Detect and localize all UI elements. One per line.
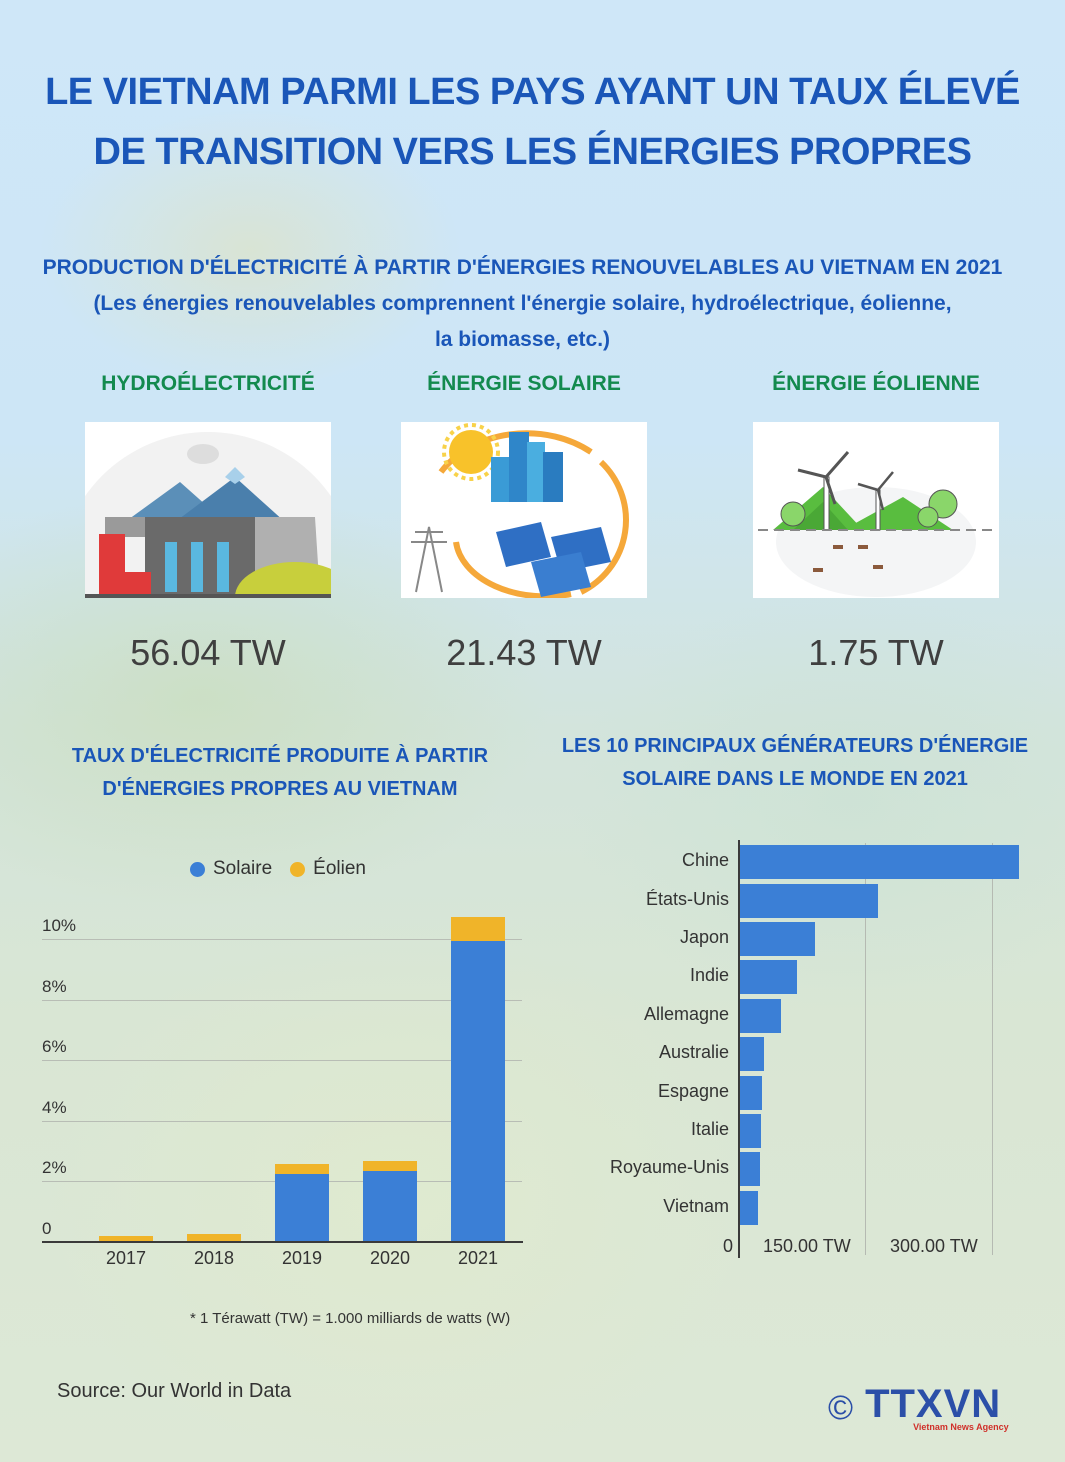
energy-value: 56.04 TW [130, 632, 286, 673]
y-tick-8: 8% [42, 977, 67, 996]
bar-royaume-unis [740, 1152, 760, 1186]
bar-indie [740, 960, 797, 994]
production-note-line1: (Les énergies renouvelables comprennent … [93, 292, 952, 315]
x-axis [42, 1241, 523, 1243]
ttxvn-logo: © TTXVN Vietnam News Agency [828, 1382, 1015, 1434]
legend-wind-label: Éolien [313, 858, 366, 879]
energy-title: ÉNERGIE SOLAIRE [427, 372, 621, 395]
bar-2019-solar [275, 1174, 329, 1242]
x-tick-2020: 2020 [369, 1248, 411, 1268]
country-label: Espagne [657, 1081, 729, 1101]
bar-2019-wind [275, 1164, 329, 1174]
y-axis [738, 840, 740, 1258]
country-label: Royaume-Unis [609, 1157, 729, 1177]
bar-chine [740, 845, 1019, 879]
y-tick-6: 6% [42, 1037, 67, 1056]
hydro-dam-icon [85, 422, 331, 598]
solar-panel-icon [401, 422, 647, 598]
bar-etats-unis [740, 884, 878, 918]
x-tick-2017: 2017 [105, 1248, 147, 1268]
source-text: Source: Our World in Data [57, 1380, 292, 1402]
bar-2021-wind [451, 917, 505, 941]
legend-solar-swatch [190, 861, 205, 877]
page-title-line2: DE TRANSITION VERS LES ÉNERGIES PROPRES [93, 131, 972, 173]
chart-title-line1: TAUX D'ÉLECTRICITÉ PRODUITE À PARTIR [71, 745, 489, 767]
country-label: Australie [658, 1042, 729, 1062]
energy-value: 21.43 TW [446, 632, 602, 673]
energy-title: HYDROÉLECTRICITÉ [101, 372, 315, 395]
production-note-line2: la biomasse, etc.) [434, 328, 611, 351]
bar-italie [740, 1114, 761, 1148]
wind-turbine-icon [753, 422, 999, 598]
production-title: PRODUCTION D'ÉLECTRICITÉ À PARTIR D'ÉNER… [42, 256, 1003, 279]
bar-allemagne [740, 999, 781, 1033]
bar-2020-solar [363, 1171, 417, 1242]
energy-title: ÉNERGIE ÉOLIENNE [772, 372, 980, 395]
chart-title-line1: LES 10 PRINCIPAUX GÉNÉRATEURS D'ÉNERGIE [561, 735, 1029, 757]
x-tick-150: 150.00 TW [763, 1236, 851, 1256]
x-tick-2021: 2021 [457, 1248, 499, 1268]
country-label: Japon [679, 927, 729, 947]
gridline [42, 939, 522, 940]
top10-solar-chart-title: LES 10 PRINCIPAUX GÉNÉRATEURS D'ÉNERGIE … [550, 730, 1040, 796]
production-section-title: PRODUCTION D'ÉLECTRICITÉ À PARTIR D'ÉNER… [0, 250, 1045, 358]
y-tick-10: 10% [42, 916, 77, 935]
country-label: Indie [689, 965, 729, 985]
chart-title-line2: SOLAIRE DANS LE MONDE EN 2021 [622, 768, 968, 790]
page-title-line1: LE VIETNAM PARMI LES PAYS AYANT UN TAUX … [45, 71, 1020, 113]
legend-wind-swatch [290, 861, 306, 877]
bar-2020-wind [363, 1161, 417, 1171]
x-tick-0: 0 [723, 1236, 734, 1256]
logo-block: TTXVN Vietnam News Agency [865, 1382, 1015, 1434]
bar-espagne [740, 1076, 762, 1110]
y-tick-2: 2% [42, 1158, 67, 1177]
country-label: Allemagne [643, 1004, 729, 1024]
y-tick-0: 0 [42, 1219, 52, 1238]
bar-australie [740, 1037, 764, 1071]
bar-vietnam [740, 1191, 758, 1225]
x-tick-2019: 2019 [281, 1248, 323, 1268]
x-tick-300: 300.00 TW [890, 1236, 978, 1256]
clean-energy-rate-chart-title: TAUX D'ÉLECTRICITÉ PRODUITE À PARTIR D'É… [40, 740, 520, 806]
chart-title-line2: D'ÉNERGIES PROPRES AU VIETNAM [102, 778, 458, 800]
page-title: LE VIETNAM PARMI LES PAYS AYANT UN TAUX … [0, 62, 1065, 182]
legend-solar-label: Solaire [213, 858, 273, 879]
gridline-150 [865, 843, 866, 1255]
y-tick-4: 4% [42, 1098, 67, 1117]
bar-japon [740, 922, 815, 956]
energy-value: 1.75 TW [808, 632, 944, 673]
energy-card-solar: ÉNERGIE SOLAIRE 21.43 TW [374, 372, 674, 674]
country-label: Vietnam [663, 1196, 729, 1216]
chart-legend: Solaire Éolien [190, 858, 366, 880]
gridline [42, 1060, 522, 1061]
logo-subtitle: Vietnam News Agency [913, 1422, 1009, 1432]
footnote: * 1 Térawatt (TW) = 1.000 milliards de w… [190, 1310, 511, 1327]
gridline [42, 1000, 522, 1001]
logo-text: TTXVN [865, 1382, 1002, 1426]
bar-2018-wind [187, 1234, 241, 1242]
bar-2021-solar [451, 941, 505, 1242]
copyright-icon: © [828, 1388, 854, 1427]
energy-card-hydro: HYDROÉLECTRICITÉ 56.04 TW [58, 372, 358, 674]
country-label: États-Unis [645, 889, 729, 909]
energy-card-wind: ÉNERGIE ÉOLIENNE 1.75 TW [726, 372, 1026, 674]
gridline-300 [992, 843, 993, 1255]
x-tick-2018: 2018 [193, 1248, 235, 1268]
gridline [42, 1121, 522, 1122]
country-label: Italie [690, 1119, 729, 1139]
country-label: Chine [681, 850, 729, 870]
bar-2017-wind [99, 1236, 153, 1242]
